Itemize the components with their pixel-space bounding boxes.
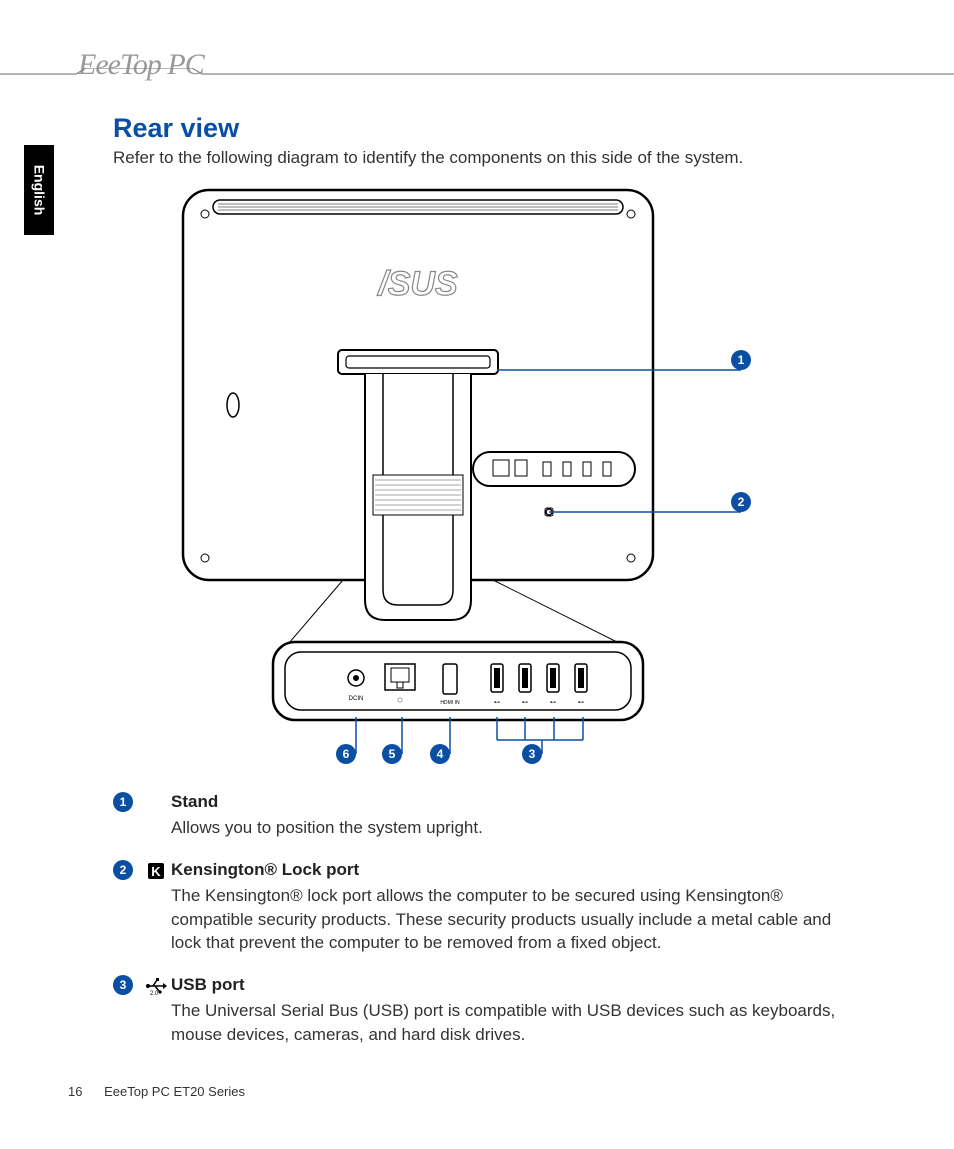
diagram-callout-6: 6: [336, 744, 356, 764]
language-tab: English: [24, 145, 54, 235]
desc-title: Stand: [171, 792, 853, 812]
desc-body: Allows you to position the system uprigh…: [171, 816, 853, 840]
component-descriptions: 1 Stand Allows you to position the syste…: [113, 792, 853, 1067]
svg-text:⬡: ⬡: [397, 697, 402, 704]
lock-icon: K: [145, 860, 167, 882]
page-title: Rear view: [113, 113, 239, 144]
desc-item-kensington: 2 K Kensington® Lock port The Kensington…: [113, 860, 853, 955]
desc-body: The Kensington® lock port allows the com…: [171, 884, 853, 955]
desc-body: The Universal Serial Bus (USB) port is c…: [171, 999, 853, 1047]
svg-text:2.0: 2.0: [150, 991, 159, 996]
page-footer: 16 EeeTop PC ET20 Series: [68, 1084, 245, 1099]
svg-text:⊷: ⊷: [550, 700, 556, 706]
footer-model: EeeTop PC ET20 Series: [104, 1084, 245, 1099]
page-number: 16: [68, 1084, 82, 1099]
callout-badge-2: 2: [113, 860, 133, 880]
header-rule: [0, 68, 954, 88]
diagram-callout-2: 2: [731, 492, 751, 512]
svg-text:⊷: ⊷: [522, 700, 528, 706]
svg-text:⊷: ⊷: [494, 700, 500, 706]
svg-text:/SUS: /SUS: [376, 265, 458, 303]
language-tab-label: English: [31, 165, 47, 216]
intro-text: Refer to the following diagram to identi…: [113, 148, 743, 168]
svg-text:K: K: [151, 864, 161, 879]
diagram-callout-3: 3: [522, 744, 542, 764]
callout-badge-3: 3: [113, 975, 133, 995]
callout-badge-1: 1: [113, 792, 133, 812]
svg-text:DCIN: DCIN: [349, 696, 364, 702]
desc-title: Kensington® Lock port: [171, 860, 853, 880]
svg-text:HDMI IN: HDMI IN: [440, 700, 460, 706]
svg-text:⊷: ⊷: [578, 700, 584, 706]
usb-icon: 2.0: [145, 975, 167, 997]
rear-view-diagram: /SUS: [113, 180, 793, 780]
desc-item-stand: 1 Stand Allows you to position the syste…: [113, 792, 853, 840]
desc-item-usb: 3 2.0 USB port The Universal Serial Bus …: [113, 975, 853, 1047]
diagram-callout-5: 5: [382, 744, 402, 764]
diagram-callout-4: 4: [430, 744, 450, 764]
diagram-callout-1: 1: [731, 350, 751, 370]
desc-title: USB port: [171, 975, 853, 995]
